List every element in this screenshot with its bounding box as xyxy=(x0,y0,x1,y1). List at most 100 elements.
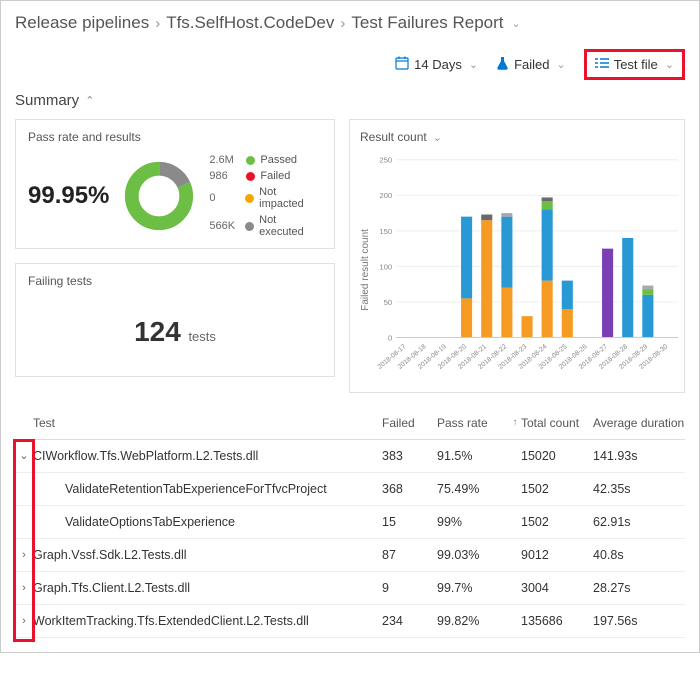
cell-failed: 234 xyxy=(382,614,437,628)
legend-row: 2.6M Passed xyxy=(209,154,322,166)
col-avg[interactable]: Average duration xyxy=(593,416,685,430)
cell-total: 9012 xyxy=(521,548,593,562)
cell-test: ValidateRetentionTabExperienceForTfvcPro… xyxy=(33,482,382,496)
legend-count: 566K xyxy=(209,220,240,232)
result-count-title[interactable]: Result count ⌄ xyxy=(360,130,680,144)
table-row[interactable]: ValidateOptionsTabExperience 15 99% 1502… xyxy=(15,506,685,539)
cell-failed: 15 xyxy=(382,515,437,529)
legend-dot-icon xyxy=(245,222,254,231)
filter-outcome[interactable]: Failed ⌄ xyxy=(496,56,566,73)
table-row[interactable]: › Graph.Tfs.Client.L2.Tests.dll 9 99.7% … xyxy=(15,572,685,605)
chevron-down-icon: ⌄ xyxy=(665,58,674,71)
legend-count: 2.6M xyxy=(209,154,241,166)
table-row[interactable]: › Graph.Vssf.Sdk.L2.Tests.dll 87 99.03% … xyxy=(15,539,685,572)
table-header: Test Failed Pass rate ↑ Total count Aver… xyxy=(15,407,685,440)
chevron-right-icon: › xyxy=(155,15,160,32)
chart-y-label: Failed result count xyxy=(360,154,371,386)
chevron-down-icon: ⌄ xyxy=(433,131,442,144)
legend-dot-icon xyxy=(246,172,255,181)
cell-test: Graph.Vssf.Sdk.L2.Tests.dll xyxy=(33,548,382,562)
pass-rate-card: Pass rate and results 99.95% 2.6M Passed… xyxy=(15,119,335,249)
summary-header[interactable]: Summary ⌃ xyxy=(15,92,685,109)
expand-row-icon[interactable]: ⌄ xyxy=(15,449,33,462)
cell-failed: 368 xyxy=(382,482,437,496)
flask-icon xyxy=(496,56,509,73)
pass-rate-percent: 99.95% xyxy=(28,182,109,210)
chevron-right-icon: › xyxy=(340,15,345,32)
svg-text:150: 150 xyxy=(379,227,392,236)
col-failed[interactable]: Failed xyxy=(382,416,437,430)
breadcrumb-pipeline[interactable]: Tfs.SelfHost.CodeDev xyxy=(166,13,334,33)
svg-text:100: 100 xyxy=(379,262,392,271)
legend-label: Not impacted xyxy=(259,186,322,210)
legend-count: 986 xyxy=(209,170,241,182)
failing-tests-count: 124 xyxy=(134,316,181,347)
cell-test: Graph.Tfs.Client.L2.Tests.dll xyxy=(33,581,382,595)
svg-text:50: 50 xyxy=(384,298,393,307)
cell-avg: 28.27s xyxy=(593,581,685,595)
expand-row-icon[interactable]: › xyxy=(15,582,33,594)
cell-avg: 141.93s xyxy=(593,449,685,463)
svg-text:0: 0 xyxy=(388,333,392,342)
cell-total: 15020 xyxy=(521,449,593,463)
cell-avg: 40.8s xyxy=(593,548,685,562)
legend-row: 566K Not executed xyxy=(209,214,322,238)
failing-tests-card: Failing tests 124 tests xyxy=(15,263,335,377)
legend-row: 0 Not impacted xyxy=(209,186,322,210)
cell-failed: 87 xyxy=(382,548,437,562)
cell-total: 135686 xyxy=(521,614,593,628)
cell-test: ValidateOptionsTabExperience xyxy=(33,515,382,529)
cell-test: CIWorkflow.Tfs.WebPlatform.L2.Tests.dll xyxy=(33,449,382,463)
group-icon xyxy=(595,57,609,72)
col-test[interactable]: Test xyxy=(33,416,382,430)
legend-dot-icon xyxy=(246,156,255,165)
legend-row: 986 Failed xyxy=(209,170,322,182)
failing-tests-unit: tests xyxy=(188,329,215,344)
svg-text:250: 250 xyxy=(379,156,392,165)
breadcrumb-release[interactable]: Release pipelines xyxy=(15,13,149,33)
legend-dot-icon xyxy=(245,194,254,203)
cell-total: 1502 xyxy=(521,515,593,529)
chevron-down-icon: ⌄ xyxy=(556,58,565,71)
breadcrumb: Release pipelines › Tfs.SelfHost.CodeDev… xyxy=(15,13,685,33)
calendar-icon xyxy=(395,56,409,73)
failing-tests-title: Failing tests xyxy=(28,274,322,288)
breadcrumb-report[interactable]: Test Failures Report xyxy=(351,13,503,33)
filter-bar: 14 Days ⌄ Failed ⌄ Test file ⌄ xyxy=(15,49,685,80)
legend-label: Failed xyxy=(260,170,290,182)
filter-group-highlight: Test file ⌄ xyxy=(584,49,685,80)
result-count-chart: 0501001502002502018-08-172018-08-182018-… xyxy=(371,154,680,386)
cell-avg: 197.56s xyxy=(593,614,685,628)
chevron-up-icon: ⌃ xyxy=(85,94,94,107)
cell-total: 1502 xyxy=(521,482,593,496)
table-row[interactable]: ⌄ CIWorkflow.Tfs.WebPlatform.L2.Tests.dl… xyxy=(15,440,685,473)
cell-avg: 42.35s xyxy=(593,482,685,496)
cell-total: 3004 xyxy=(521,581,593,595)
test-table: Test Failed Pass rate ↑ Total count Aver… xyxy=(15,407,685,638)
chevron-down-icon: ⌄ xyxy=(469,58,478,71)
cell-avg: 62.91s xyxy=(593,515,685,529)
table-row[interactable]: › WorkItemTracking.Tfs.ExtendedClient.L2… xyxy=(15,605,685,638)
sort-up-icon[interactable]: ↑ xyxy=(509,417,521,428)
filter-group[interactable]: Test file ⌄ xyxy=(595,57,674,72)
col-total[interactable]: Total count xyxy=(521,416,593,430)
cell-passrate: 99.82% xyxy=(437,614,509,628)
table-row[interactable]: ValidateRetentionTabExperienceForTfvcPro… xyxy=(15,473,685,506)
cell-failed: 9 xyxy=(382,581,437,595)
cell-passrate: 99.03% xyxy=(437,548,509,562)
summary-label: Summary xyxy=(15,92,79,109)
cell-passrate: 75.49% xyxy=(437,482,509,496)
filter-days-label: 14 Days xyxy=(414,57,462,72)
cell-failed: 383 xyxy=(382,449,437,463)
expand-row-icon[interactable]: › xyxy=(15,549,33,561)
filter-days[interactable]: 14 Days ⌄ xyxy=(395,56,478,73)
svg-text:200: 200 xyxy=(379,191,392,200)
expand-row-icon[interactable]: › xyxy=(15,615,33,627)
chevron-down-icon[interactable]: ⌄ xyxy=(512,17,521,30)
pass-rate-title: Pass rate and results xyxy=(28,130,322,144)
result-count-card: Result count ⌄ Failed result count 0 50 10… xyxy=(349,119,685,393)
col-passrate[interactable]: Pass rate xyxy=(437,416,509,430)
pass-rate-donut xyxy=(123,159,195,233)
legend-label: Not executed xyxy=(259,214,322,238)
legend-label: Passed xyxy=(260,154,297,166)
